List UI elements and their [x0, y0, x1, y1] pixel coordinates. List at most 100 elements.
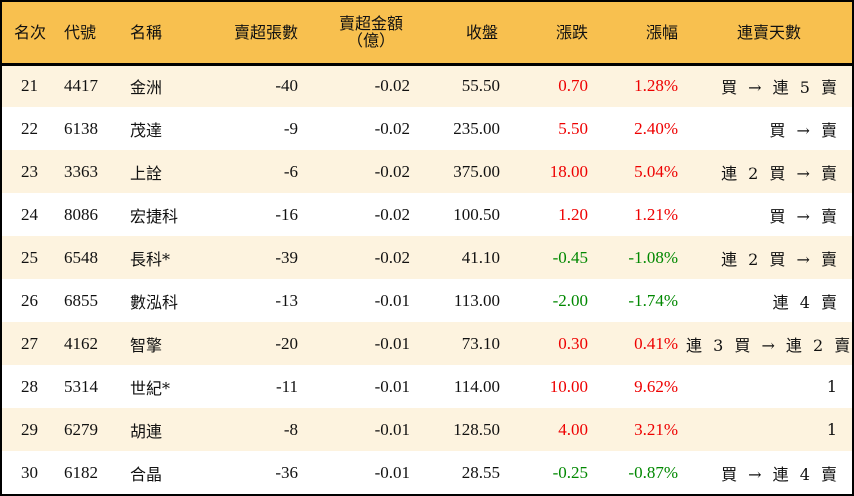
- cell-name: 宏捷科: [130, 206, 179, 226]
- cell-streak: 1: [826, 420, 840, 439]
- cell-rank: 26: [21, 290, 38, 310]
- cell-change-pct: 9.62%: [634, 376, 678, 396]
- cell-change: -0.45: [552, 247, 588, 267]
- header-close: 收盤: [465, 22, 498, 42]
- header-change-pct: 漲幅: [645, 22, 678, 42]
- cell-streak: 連 2 買 → 賣: [721, 249, 840, 269]
- cell-net-sell-lots: -8: [283, 419, 298, 439]
- header-name: 名稱: [130, 22, 163, 42]
- cell-rank: 23: [21, 161, 38, 181]
- cell-name: 智擎: [130, 335, 163, 355]
- cell-change-pct: -0.87%: [628, 462, 678, 482]
- cell-net-sell-amount: -0.01: [374, 462, 410, 482]
- cell-change-pct: 2.40%: [634, 118, 678, 138]
- cell-net-sell-lots: -39: [275, 247, 298, 267]
- header-streak: 連賣天數: [736, 22, 801, 42]
- table-row: 22 6138 茂達 -9 -0.02 235.00 5.50 2.40% 買 …: [2, 107, 852, 150]
- cell-name: 茂達: [130, 120, 163, 140]
- cell-net-sell-amount: -0.02: [374, 161, 410, 181]
- header-code: 代號: [64, 22, 97, 42]
- table-row: 21 4417 金洲 -40 -0.02 55.50 0.70 1.28% 買 …: [2, 64, 852, 107]
- cell-change: 1.20: [558, 204, 588, 224]
- cell-net-sell-amount: -0.01: [374, 419, 410, 439]
- cell-rank: 29: [21, 419, 38, 439]
- cell-streak: 買 → 賣: [769, 120, 840, 140]
- cell-net-sell-amount: -0.01: [374, 290, 410, 310]
- table-row: 25 6548 長科* -39 -0.02 41.10 -0.45 -1.08%…: [2, 236, 852, 279]
- header-net-sell-amount-line2: （億）: [346, 31, 395, 51]
- cell-change: -0.25: [552, 462, 588, 482]
- cell-close: 100.50: [453, 204, 500, 224]
- cell-close: 375.00: [453, 161, 500, 181]
- cell-change-pct: -1.08%: [628, 247, 678, 267]
- cell-net-sell-lots: -6: [283, 161, 298, 181]
- cell-name: 上詮: [130, 163, 163, 183]
- table-row: 23 3363 上詮 -6 -0.02 375.00 18.00 5.04% 連…: [2, 150, 852, 193]
- cell-close: 41.10: [461, 247, 500, 267]
- cell-code: 4162: [64, 333, 98, 353]
- cell-code: 6182: [64, 462, 98, 482]
- header-net-sell-amount-line1: 賣超金額: [338, 14, 403, 34]
- cell-code: 6855: [64, 290, 98, 310]
- cell-name: 數泓科: [130, 292, 179, 312]
- cell-code: 6548: [64, 247, 98, 267]
- cell-name: 金洲: [130, 78, 163, 98]
- table-row: 28 5314 世紀* -11 -0.01 114.00 10.00 9.62%…: [2, 365, 852, 408]
- table-row: 29 6279 胡連 -8 -0.01 128.50 4.00 3.21% 1: [2, 408, 852, 451]
- cell-rank: 25: [21, 247, 38, 267]
- cell-net-sell-lots: -36: [275, 462, 298, 482]
- header-net-sell-amount: 賣超金額 （億）: [306, 2, 416, 64]
- table-header-row: 名次 代號 名稱 賣超張數 賣超金額 （億） 收盤 漲跌 漲幅 連賣天數: [2, 2, 852, 64]
- cell-code: 6138: [64, 118, 98, 138]
- cell-name: 長科*: [130, 249, 171, 269]
- cell-close: 235.00: [453, 118, 500, 138]
- table-row: 30 6182 合晶 -36 -0.01 28.55 -0.25 -0.87% …: [2, 451, 852, 494]
- cell-change-pct: 3.21%: [634, 419, 678, 439]
- cell-code: 8086: [64, 204, 98, 224]
- cell-code: 4417: [64, 76, 98, 96]
- cell-rank: 22: [21, 118, 38, 138]
- cell-change-pct: 1.21%: [634, 204, 678, 224]
- table-row: 24 8086 宏捷科 -16 -0.02 100.50 1.20 1.21% …: [2, 193, 852, 236]
- table-row: 26 6855 數泓科 -13 -0.01 113.00 -2.00 -1.74…: [2, 279, 852, 322]
- cell-name: 合晶: [130, 464, 163, 484]
- cell-close: 113.00: [453, 290, 500, 310]
- cell-net-sell-lots: -16: [275, 204, 298, 224]
- cell-net-sell-lots: -9: [283, 118, 298, 138]
- cell-close: 28.55: [461, 462, 500, 482]
- cell-streak: 買 → 賣: [769, 206, 840, 226]
- cell-code: 6279: [64, 419, 98, 439]
- cell-change: -2.00: [552, 290, 588, 310]
- cell-net-sell-amount: -0.02: [374, 204, 410, 224]
- cell-change-pct: 1.28%: [634, 76, 678, 96]
- table-body: 21 4417 金洲 -40 -0.02 55.50 0.70 1.28% 買 …: [2, 64, 852, 494]
- cell-close: 128.50: [453, 419, 500, 439]
- cell-streak: 1: [826, 377, 840, 396]
- cell-net-sell-lots: -40: [275, 76, 298, 96]
- cell-close: 114.00: [453, 376, 500, 396]
- cell-rank: 21: [21, 76, 38, 96]
- cell-streak: 連 2 買 → 賣: [721, 163, 840, 183]
- cell-change: 18.00: [549, 161, 588, 181]
- cell-change: 0.70: [558, 76, 588, 96]
- cell-streak: 買 → 連 5 賣: [721, 78, 840, 98]
- header-change: 漲跌: [555, 22, 588, 42]
- cell-code: 5314: [64, 376, 98, 396]
- cell-change-pct: -1.74%: [628, 290, 678, 310]
- cell-net-sell-amount: -0.02: [374, 247, 410, 267]
- table-row: 27 4162 智擎 -20 -0.01 73.10 0.30 0.41% 連 …: [2, 322, 852, 365]
- cell-net-sell-lots: -20: [275, 333, 298, 353]
- cell-change: 4.00: [558, 419, 588, 439]
- cell-code: 3363: [64, 161, 98, 181]
- cell-streak: 連 3 買 → 連 2 賣: [686, 335, 854, 355]
- cell-change-pct: 5.04%: [634, 161, 678, 181]
- cell-streak: 連 4 賣: [772, 292, 840, 312]
- cell-name: 胡連: [130, 421, 163, 441]
- cell-change: 0.30: [558, 333, 588, 353]
- cell-streak: 買 → 連 4 賣: [721, 464, 840, 484]
- header-net-sell-lots: 賣超張數: [233, 22, 298, 42]
- cell-rank: 28: [21, 376, 38, 396]
- cell-close: 73.10: [461, 333, 500, 353]
